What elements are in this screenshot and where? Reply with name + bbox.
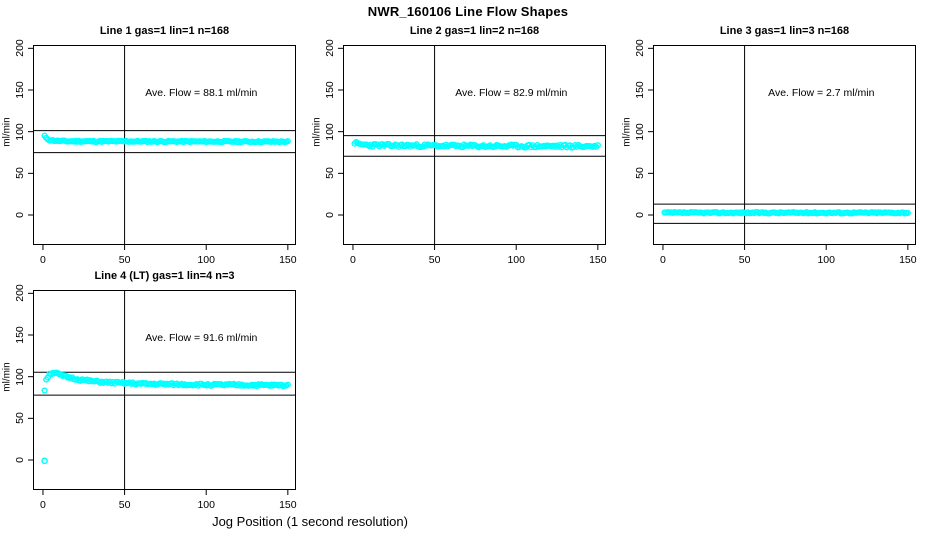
y-axis-title: ml/min [311,116,323,147]
plot-border [343,45,606,245]
y-tick-label: 50 [14,412,26,425]
subplot-title: Line 3 gas=1 lin=3 n=168 [719,25,850,37]
data-points [351,138,601,151]
y-tick-label: 100 [14,367,26,386]
data-point [904,209,911,217]
data-point [284,138,291,145]
y-tick-label: 150 [14,81,26,99]
ave-flow-annotation: Ave. Flow = 88.1 ml/min [145,87,258,100]
y-axis-title: ml/min [1,361,13,392]
y-tick-label: 200 [14,39,26,58]
data-point [41,387,48,394]
plot-area [648,45,916,250]
page-title: NWR_160106 Line Flow Shapes [367,4,569,19]
x-tick-label: 100 [507,254,525,266]
y-tick-label: 100 [634,122,646,141]
x-tick-label: 50 [428,254,441,266]
y-tick-label: 50 [14,167,26,180]
outlier-point [41,457,48,465]
x-tick-label: 50 [738,254,751,266]
x-tick-label: 150 [279,499,297,511]
y-tick-label: 150 [324,81,336,99]
y-axis-title: ml/min [621,116,633,147]
x-tick-label: 100 [817,254,835,266]
plot-border [653,45,916,245]
y-tick-label: 0 [634,212,646,218]
y-tick-label: 0 [14,457,26,463]
ave-flow-annotation: Ave. Flow = 91.6 ml/min [145,332,258,345]
x-axis-label: Jog Position (1 second resolution) [212,514,408,529]
data-point [594,142,601,149]
y-tick-label: 100 [324,122,336,141]
y-tick-label: 100 [14,122,26,141]
data-points [41,132,291,146]
y-tick-label: 200 [324,39,336,58]
x-tick-label: 150 [899,254,917,266]
y-tick-label: 150 [14,326,26,344]
subplot-title: Line 2 gas=1 lin=2 n=168 [409,25,540,37]
data-point [284,381,291,388]
y-tick-label: 50 [634,167,646,180]
subplot-title: Line 1 gas=1 lin=1 n=168 [99,25,230,37]
y-axis-title: ml/min [1,116,13,147]
x-tick-label: 50 [118,499,131,511]
plot-area [338,45,606,250]
data-points [41,369,291,465]
x-tick-label: 0 [40,499,46,511]
x-tick-label: 100 [197,499,215,511]
y-tick-label: 200 [634,39,646,58]
data-points [661,208,911,217]
y-tick-label: 0 [14,212,26,218]
x-tick-label: 50 [118,254,131,266]
y-tick-label: 200 [14,284,26,303]
plot-border [33,45,296,245]
plot-area [28,45,296,250]
plot-area [28,290,296,495]
ave-flow-annotation: Ave. Flow = 2.7 ml/min [768,87,875,100]
y-tick-label: 50 [324,167,336,180]
x-tick-label: 0 [660,254,666,266]
y-tick-label: 0 [324,212,336,218]
ave-flow-annotation: Ave. Flow = 82.9 ml/min [455,87,568,100]
y-tick-label: 150 [634,81,646,99]
x-tick-label: 150 [279,254,297,266]
x-tick-label: 0 [40,254,46,266]
x-tick-label: 150 [589,254,607,266]
x-tick-label: 100 [197,254,215,266]
x-tick-label: 0 [350,254,356,266]
subplot-title: Line 4 (LT) gas=1 lin=4 n=3 [94,270,235,282]
plot-border [33,290,296,490]
